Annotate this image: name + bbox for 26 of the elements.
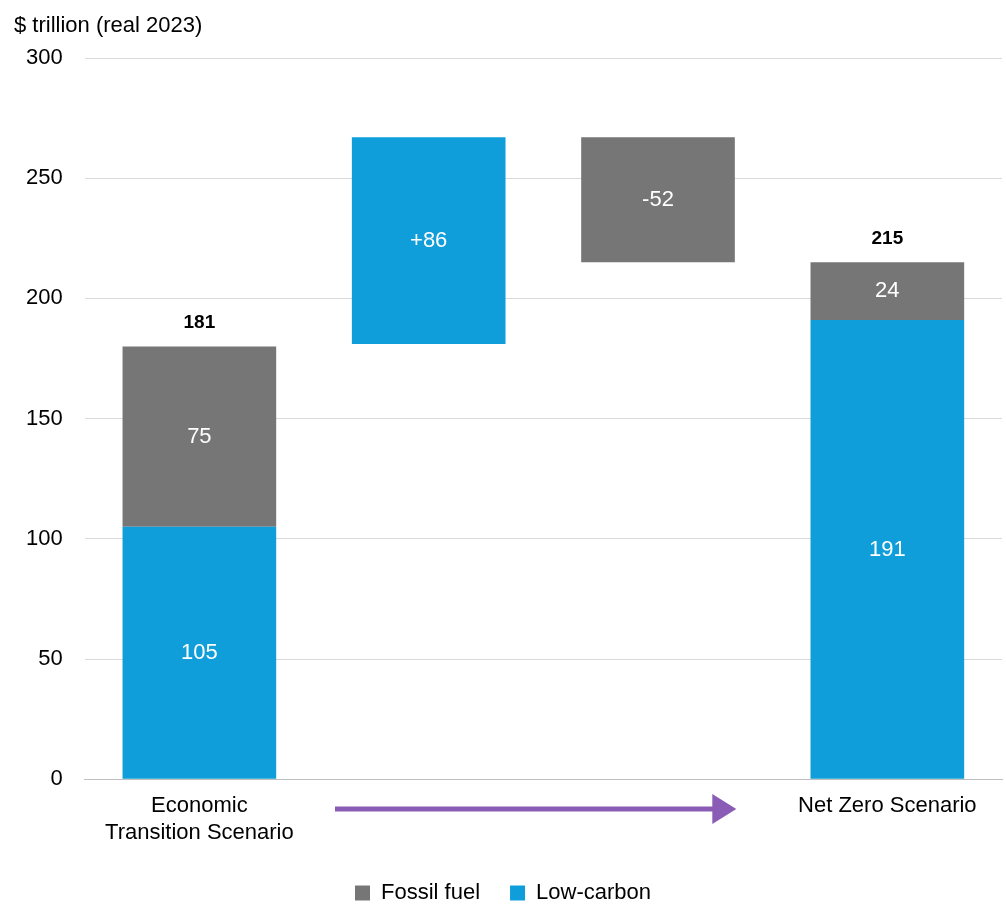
data-label: 191 xyxy=(868,535,906,561)
data-label: 75 xyxy=(187,422,212,448)
data-label: -52 xyxy=(642,185,674,211)
y-tick-label: 150 xyxy=(25,404,63,430)
bar xyxy=(581,137,735,263)
y-tick-label: 100 xyxy=(25,524,63,550)
bar xyxy=(810,262,965,321)
total-label: 181 xyxy=(183,310,216,332)
data-label: 24 xyxy=(875,277,900,303)
x-tick-label: Economic Transition Scenario xyxy=(105,792,294,844)
y-axis-title: $ trillion (real 2023) xyxy=(14,12,203,38)
legend-label: Low-carbon xyxy=(536,879,651,905)
y-tick-label: 0 xyxy=(50,765,63,791)
y-tick-label: 300 xyxy=(25,44,63,70)
total-label: 215 xyxy=(871,226,904,248)
y-tick-label: 250 xyxy=(25,164,63,190)
bar xyxy=(122,346,277,527)
bar xyxy=(122,526,277,779)
bar xyxy=(810,320,965,779)
data-label: +86 xyxy=(410,226,448,252)
y-tick-label: 50 xyxy=(38,645,63,671)
x-tick-label: Net Zero Scenario xyxy=(798,792,977,818)
y-tick-label: 200 xyxy=(25,284,63,310)
data-label: 105 xyxy=(181,639,218,665)
bar xyxy=(351,137,506,345)
legend-label: Fossil fuel xyxy=(381,879,481,905)
